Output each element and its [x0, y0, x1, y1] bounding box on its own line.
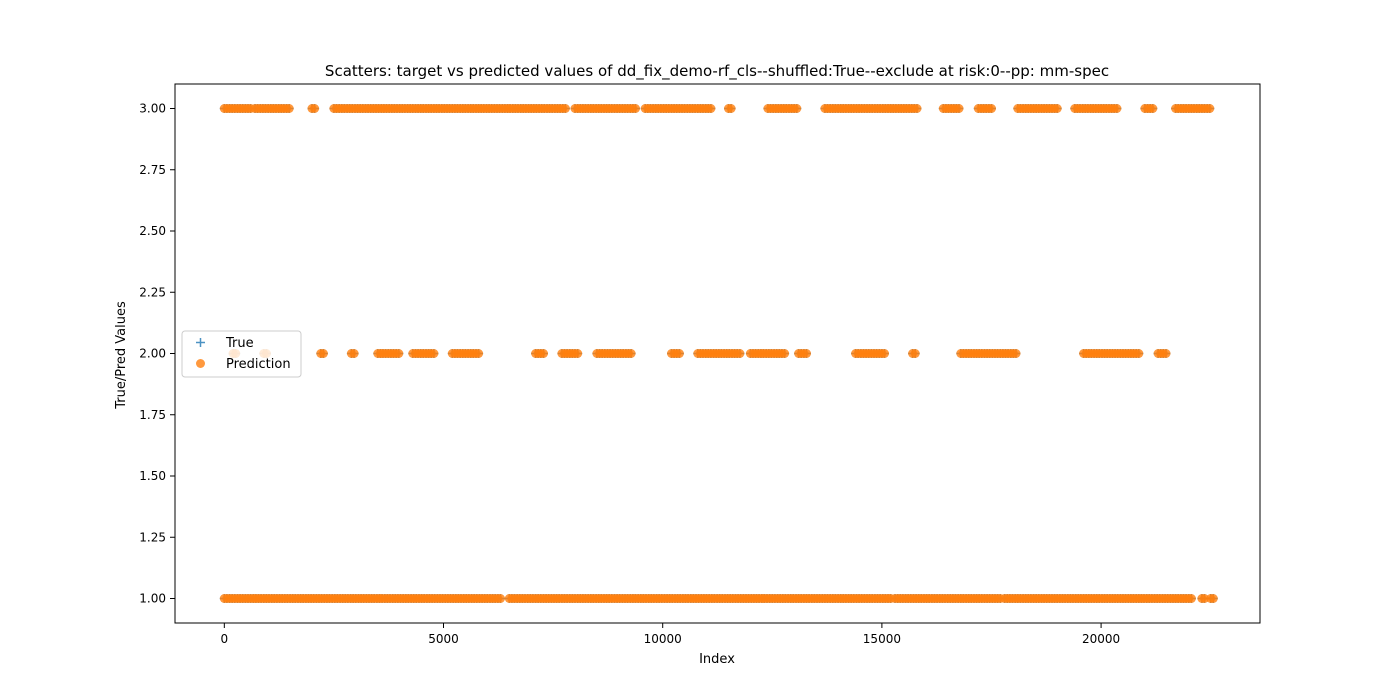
x-tick-label: 10000: [644, 632, 682, 646]
legend-label-prediction: Prediction: [226, 357, 291, 372]
legend-entry-prediction: Prediction: [196, 357, 291, 372]
prediction-point: [880, 349, 889, 358]
prediction-point: [539, 349, 548, 358]
prediction-point: [912, 104, 922, 113]
x-tick-label: 15000: [863, 632, 901, 646]
legend-box: [181, 330, 302, 378]
prediction-point: [954, 104, 964, 113]
prediction-point: [1208, 594, 1218, 603]
series-layer: [219, 104, 1218, 603]
y-tick-label: 2.75: [139, 163, 166, 177]
prediction-point: [802, 349, 811, 358]
prediction-point: [726, 104, 736, 113]
chart-title: Scatters: target vs predicted values of …: [325, 62, 1109, 81]
prediction-point: [1011, 349, 1021, 358]
x-tick-label: 0: [220, 632, 228, 646]
legend-marker-plus: [196, 338, 205, 347]
prediction-point: [1200, 594, 1209, 603]
prediction-point: [792, 104, 802, 113]
prediction-point: [1134, 349, 1144, 358]
prediction-point: [560, 104, 570, 113]
prediction-point: [674, 349, 684, 358]
y-tick-label: 2.50: [139, 224, 166, 238]
x-axis: 0 5000 10000 15000 20000: [220, 623, 1120, 646]
legend-label-true: True: [225, 336, 254, 351]
legend-entry-true: True: [196, 336, 254, 351]
y-tick-label: 2.00: [139, 347, 166, 361]
prediction-point: [1052, 104, 1062, 113]
prediction-point: [284, 104, 294, 113]
y-tick-label: 1.00: [139, 592, 166, 606]
prediction-point: [706, 104, 716, 113]
y-tick-label: 1.50: [139, 469, 166, 483]
y-axis-label: True/Pred Values: [114, 301, 129, 410]
prediction-point: [626, 349, 636, 358]
prediction-point: [1112, 104, 1122, 113]
prediction-point: [394, 349, 404, 358]
y-tick-label: 3.00: [139, 102, 166, 116]
prediction-point: [735, 349, 745, 358]
prediction-point: [474, 349, 484, 358]
prediction-point: [318, 349, 328, 358]
prediction-point: [987, 104, 996, 113]
prediction-point: [1205, 104, 1215, 113]
prediction-point: [310, 104, 320, 113]
prediction-point: [780, 349, 790, 358]
prediction-point: [1186, 594, 1196, 603]
plot-area: [174, 83, 1261, 624]
x-tick-label: 5000: [428, 632, 459, 646]
x-tick-label: 20000: [1082, 632, 1120, 646]
prediction-point: [573, 349, 583, 358]
series-prediction: [219, 104, 1218, 603]
prediction-point: [910, 349, 920, 358]
prediction-point: [429, 349, 439, 358]
y-tick-label: 1.25: [139, 530, 166, 544]
legend: True Prediction: [181, 330, 302, 378]
x-axis-label: Index: [699, 652, 735, 667]
y-axis: 1.00 1.25 1.50 1.75 2.00 2.25 2.50 2.75 3.00: [139, 102, 175, 606]
prediction-point: [631, 104, 640, 113]
prediction-point: [1148, 104, 1158, 113]
prediction-point: [1161, 349, 1171, 358]
y-tick-label: 1.75: [139, 408, 166, 422]
legend-marker-circle: [196, 359, 205, 368]
prediction-point: [496, 594, 505, 603]
y-tick-label: 2.25: [139, 285, 166, 299]
prediction-point: [349, 349, 359, 358]
